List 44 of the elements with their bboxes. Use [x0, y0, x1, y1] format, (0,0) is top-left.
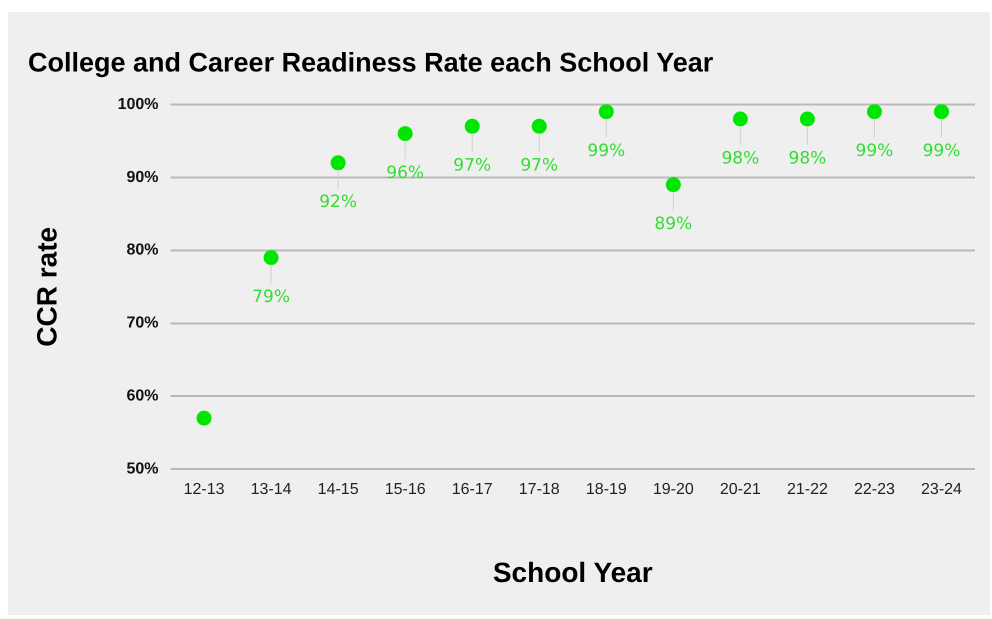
point [598, 104, 614, 120]
x-tick-label: 20-21 [720, 481, 761, 498]
x-tick-label: 23-24 [921, 481, 962, 498]
point [196, 410, 212, 426]
data-label: 92% [319, 192, 358, 212]
point [732, 111, 748, 126]
x-tick-label: 15-16 [384, 481, 426, 498]
y-tick-label: 100% [118, 96, 159, 113]
point [934, 104, 949, 120]
x-tick-label: 22-23 [854, 481, 896, 498]
y-tick-label: 90% [126, 168, 159, 186]
point [264, 250, 279, 266]
y-axis-title: CCR rate [32, 226, 63, 347]
data-label: 98% [721, 148, 760, 168]
y-tick-label: 60% [126, 388, 159, 405]
x-tick-label: 21-22 [786, 481, 828, 498]
y-tick-label: 70% [126, 314, 159, 332]
data-label: 79% [252, 287, 290, 308]
data-label: 99% [587, 141, 626, 162]
data-label: 98% [788, 148, 826, 168]
x-tick-label: 12-13 [184, 481, 225, 498]
point [866, 104, 882, 120]
data-label: 99% [856, 141, 894, 162]
point [532, 118, 547, 134]
x-tick-label: 18-19 [586, 481, 627, 498]
y-tick-label: 50% [126, 460, 159, 478]
point [666, 177, 681, 192]
x-tick-label: 14-15 [318, 481, 359, 498]
chart-title: College and Career Readiness Rate each School Year [28, 48, 714, 78]
point [464, 118, 480, 134]
x-tick-label: 16-17 [452, 481, 493, 498]
y-tick-label: 80% [126, 242, 159, 259]
x-axis-title: School Year [492, 556, 653, 588]
data-label: 96% [386, 163, 424, 184]
data-label: 97% [520, 156, 558, 176]
point [398, 126, 413, 142]
data-label: 89% [654, 214, 692, 234]
data-label: 99% [922, 141, 960, 162]
data-label: 97% [453, 156, 492, 176]
point [800, 111, 815, 126]
point [330, 155, 346, 170]
x-tick-label: 17-18 [518, 481, 560, 498]
x-tick-label: 19-20 [652, 481, 694, 498]
x-tick-label: 13-14 [250, 481, 292, 498]
